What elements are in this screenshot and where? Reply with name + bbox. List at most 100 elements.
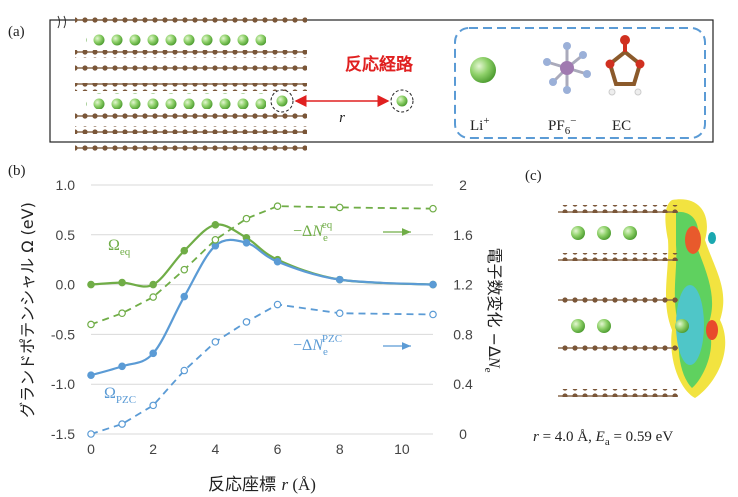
graphene-layer [75,64,307,72]
y2-tick-label: 0.8 [453,326,473,342]
ec-icon [606,35,645,95]
series-line [91,206,433,324]
series-label: ΩPZC [104,385,136,406]
series-label-part: PZC [116,394,136,406]
li-ion [597,226,611,240]
data-point [337,310,343,316]
li-ion [597,319,611,333]
data-point [150,350,156,356]
data-point [243,319,249,325]
y-tick-label: -1.5 [51,426,75,442]
data-point [274,203,280,209]
y-tick-label: 0.5 [56,227,76,243]
series-label-part: PZC [322,333,342,345]
panel-c: (c) r = 4.0 Å, Ea = 0.59 eV [525,168,725,448]
graphene-layer [75,50,307,58]
graphene-layer [558,389,678,397]
data-point [181,248,187,254]
x-axis-title-part: (Å) [288,475,316,494]
data-point [150,281,156,287]
graphene-layer [558,345,678,353]
data-point [88,281,94,287]
data-point [119,279,125,285]
legend-text: PF6− [548,115,576,137]
series-label-part: e [323,232,328,244]
panel-label: (b) [8,163,26,179]
panel-a: (a) r 反応経路 [8,16,713,151]
y2-tick-label: 1.2 [453,277,473,293]
y-tick-label: 1.0 [56,177,76,193]
graphene-layer [558,205,678,213]
data-point [119,310,125,316]
data-point [337,204,343,210]
series-line [91,225,433,287]
y-tick-label: -0.5 [51,326,75,342]
series-label-part: eq [322,219,333,231]
data-point [181,293,187,299]
data-point [150,402,156,408]
x-tick-label: 8 [336,441,344,457]
series-line [91,305,433,434]
li-icon [470,57,496,83]
density-map [708,232,716,244]
y-axis-title: グランドポテンシャル Ω (eV) [18,202,37,418]
x-axis-title: 反応座標 r (Å) [208,475,316,495]
legend-text: Li+ [470,115,490,134]
y-tick-label: -1.0 [51,376,75,392]
density-map [685,226,701,254]
series-label-part: −Δ [293,337,312,354]
data-point [181,367,187,373]
break-mark [58,16,66,28]
data-point [337,276,343,282]
series-label-part: Ω [104,385,116,402]
graphene-layer [75,16,307,24]
series-label-part: −Δ [293,223,312,240]
data-point [150,294,156,300]
x-tick-label: 0 [87,441,95,457]
data-point [430,281,436,287]
y2-axis-title-part: 電子数変化 −Δ [485,247,504,356]
data-point [212,222,218,228]
graphene-layer [75,112,307,120]
panel-label: (c) [525,168,542,184]
data-point [119,421,125,427]
li-ion [571,319,585,333]
li-ion [571,226,585,240]
data-point [119,363,125,369]
li-ion [397,96,408,107]
data-point [88,321,94,327]
series-label-part: e [323,346,328,358]
data-point [274,258,280,264]
y2-tick-label: 1.6 [453,227,473,243]
series-label-part: Ω [108,237,120,254]
data-point [430,311,436,317]
x-tick-label: 6 [274,441,282,457]
li-ion [277,96,288,107]
caption: r = 4.0 Å, Ea = 0.59 eV [533,429,673,448]
x-tick-label: 4 [211,441,219,457]
graphene-layer [75,143,307,151]
data-point [88,372,94,378]
y2-axis-title-part: e [482,368,494,373]
y2-tick-label: 0.4 [453,376,473,392]
data-point [274,301,280,307]
y2-tick-label: 0 [459,426,467,442]
series-label-part: eq [120,246,131,258]
li-row [86,30,266,46]
figure: (a) r 反応経路 [0,0,738,497]
data-point [243,215,249,221]
series-label: −ΔNePZC [293,333,342,358]
y2-tick-label: 2 [459,177,467,193]
distance-label: r [339,110,345,126]
series-label: Ωeq [108,237,131,258]
series-line [91,240,433,375]
graphene-layer [558,297,678,305]
x-tick-label: 10 [394,441,410,457]
graphene-layer [558,253,678,261]
graphene-layer [75,83,307,91]
x-axis-title-part: 反応座標 [208,475,281,495]
li-ion [623,226,637,240]
y-tick-label: 0.0 [56,277,76,293]
panel-label: (a) [8,24,25,40]
legend-box [455,28,705,138]
